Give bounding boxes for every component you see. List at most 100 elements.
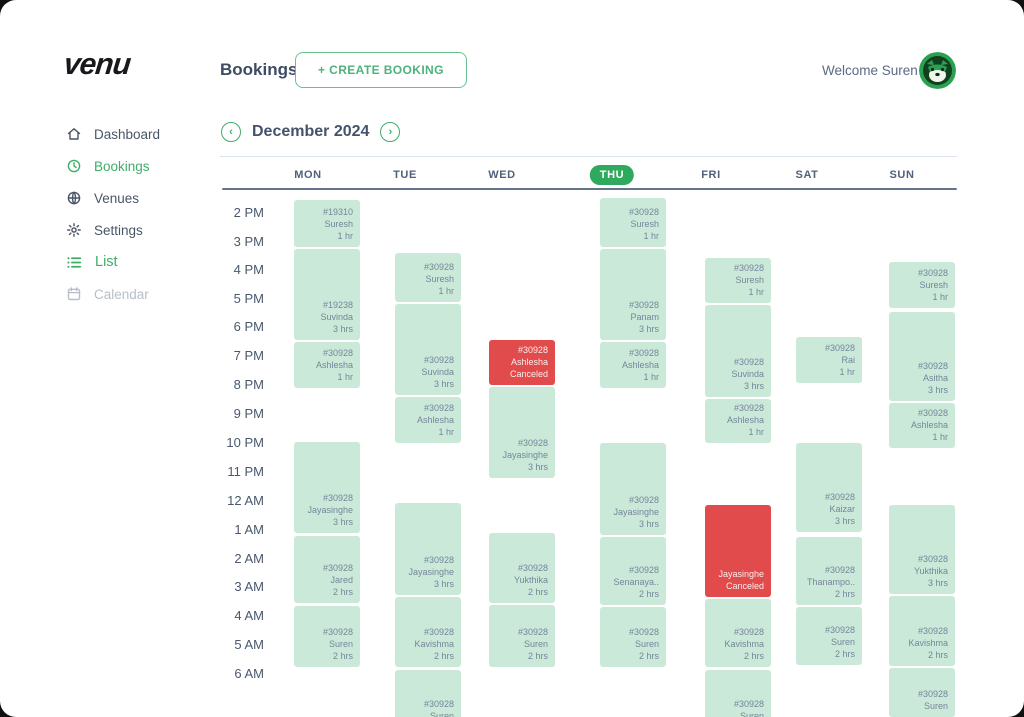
booking-line: Ashlesha — [726, 414, 764, 425]
booking-line: #30928 — [628, 347, 659, 358]
booking-block-fri[interactable]: #30928 Ashlesha 1 hr — [705, 399, 771, 443]
booking-block-mon[interactable]: #30928 Jayasinghe 3 hrs — [294, 442, 360, 533]
booking-line: Canceled — [725, 580, 764, 591]
booking-line: #30928 — [733, 356, 764, 367]
booking-block-wed[interactable]: #30928 Suren 2 hrs — [489, 605, 555, 667]
booking-block-thu[interactable]: #30928 Panam 3 hrs — [600, 249, 666, 340]
booking-line: #30928 — [423, 402, 454, 413]
booking-block-thu[interactable]: #30928 Jayasinghe 3 hrs — [600, 443, 666, 535]
weekday-sat[interactable]: SAT — [795, 169, 819, 181]
booking-block-mon[interactable]: #19238 Suvinda 3 hrs — [294, 249, 360, 340]
create-booking-button[interactable]: + CREATE BOOKING — [295, 52, 467, 88]
booking-line: #30928 — [917, 688, 948, 699]
sidebar-item-label: Venues — [94, 190, 140, 206]
booking-block-tue[interactable]: #30928 Ashlesha 1 hr — [395, 397, 461, 443]
booking-line: Asitha — [922, 372, 948, 383]
booking-line: Suren — [739, 710, 764, 717]
booking-line: Ashlesha — [315, 359, 353, 370]
booking-line: #30928 — [322, 562, 353, 573]
sidebar-item-settings[interactable]: Settings — [66, 214, 216, 246]
booking-line: #30928 — [628, 206, 659, 217]
booking-line: 2 hrs — [527, 650, 548, 661]
booking-line: 1 hr — [438, 285, 454, 296]
booking-line: Suvinda — [320, 311, 353, 322]
time-label: 5 AM — [234, 637, 264, 652]
gear-icon — [66, 222, 82, 238]
booking-line: Ashlesha — [621, 359, 659, 370]
sidebar-item-label: List — [95, 254, 118, 270]
time-label: 6 PM — [233, 319, 264, 334]
sidebar-item-bookings[interactable]: Bookings — [66, 150, 216, 182]
booking-line: Jayasinghe — [613, 506, 659, 517]
booking-block-fri[interactable]: #30928 Suvinda 3 hrs — [705, 305, 771, 397]
booking-line: #30928 — [423, 554, 454, 565]
booking-block-fri[interactable]: Jayasinghe Canceled — [705, 505, 771, 597]
booking-block-mon[interactable]: #30928 Jared 2 hrs — [294, 536, 360, 603]
booking-line: Kavishma — [414, 638, 454, 649]
header-divider — [220, 156, 957, 157]
booking-line: #30928 — [824, 342, 855, 353]
weekday-tue[interactable]: TUE — [393, 169, 417, 181]
booking-block-sat[interactable]: #30928 Suren 2 hrs — [796, 607, 862, 665]
home-icon — [66, 126, 82, 142]
prev-month-button[interactable]: ‹ — [221, 122, 241, 142]
booking-block-mon[interactable]: #30928 Suren 2 hrs — [294, 606, 360, 667]
booking-block-sat[interactable]: #30928 Thanampo.. 2 hrs — [796, 537, 862, 605]
weekday-fri[interactable]: FRI — [701, 169, 721, 181]
booking-block-tue[interactable]: #30928 Kavishma 2 hrs — [395, 597, 461, 667]
booking-block-tue[interactable]: #30928 Suren — [395, 670, 461, 717]
booking-block-sat[interactable]: #30928 Rai 1 hr — [796, 337, 862, 383]
booking-block-wed[interactable]: #30928 Jayasinghe 3 hrs — [489, 387, 555, 478]
booking-line: #19238 — [322, 299, 353, 310]
booking-block-fri[interactable]: #30928 Suresh 1 hr — [705, 258, 771, 303]
booking-block-mon[interactable]: #30928 Ashlesha 1 hr — [294, 342, 360, 388]
booking-block-thu[interactable]: #30928 Senanaya.. 2 hrs — [600, 537, 666, 605]
weekday-thu[interactable]: THU — [589, 165, 635, 185]
booking-line: Suren — [830, 636, 855, 647]
page-title: Bookings — [220, 60, 298, 79]
booking-block-sat[interactable]: #30928 Kaizar 3 hrs — [796, 443, 862, 532]
sidebar-item-list[interactable]: List — [66, 246, 216, 278]
clock-icon — [66, 158, 82, 174]
booking-block-sun[interactable]: #30928 Suresh 1 hr — [889, 262, 955, 308]
booking-block-wed[interactable]: #30928 Yukthika 2 hrs — [489, 533, 555, 603]
sidebar-item-calendar[interactable]: Calendar — [66, 278, 216, 310]
booking-block-thu[interactable]: #30928 Ashlesha 1 hr — [600, 342, 666, 388]
time-label: 2 AM — [234, 551, 264, 566]
booking-line: 2 hrs — [834, 648, 855, 659]
booking-block-tue[interactable]: #30928 Suvinda 3 hrs — [395, 304, 461, 395]
booking-block-tue[interactable]: #30928 Suresh 1 hr — [395, 253, 461, 302]
booking-line: #30928 — [423, 626, 454, 637]
weekday-mon[interactable]: MON — [294, 169, 322, 181]
booking-block-wed[interactable]: #30928 Ashlesha Canceled — [489, 340, 555, 385]
avatar[interactable] — [919, 52, 956, 89]
booking-block-sun[interactable]: #30928 Ashlesha 1 hr — [889, 403, 955, 448]
booking-line: #30928 — [733, 262, 764, 273]
booking-line: #30928 — [423, 698, 454, 709]
booking-block-sun[interactable]: #30928 Asitha 3 hrs — [889, 312, 955, 401]
month-label: December 2024 — [252, 123, 370, 140]
booking-block-sun[interactable]: #30928 Kavishma 2 hrs — [889, 596, 955, 666]
booking-block-fri[interactable]: #30928 Kavishma 2 hrs — [705, 599, 771, 667]
booking-line: #30928 — [824, 564, 855, 575]
weekday-wed[interactable]: WED — [488, 169, 516, 181]
booking-block-sun[interactable]: #30928 Yukthika 3 hrs — [889, 505, 955, 594]
booking-line: Suresh — [919, 279, 948, 290]
booking-line: 3 hrs — [332, 516, 353, 527]
weekday-sun[interactable]: SUN — [889, 169, 915, 181]
time-label: 11 PM — [227, 464, 264, 479]
booking-line: Suren — [634, 638, 659, 649]
booking-block-sun[interactable]: #30928 Suren — [889, 668, 955, 717]
sidebar-item-dashboard[interactable]: Dashboard — [66, 118, 216, 150]
sidebar-item-venues[interactable]: Venues — [66, 182, 216, 214]
booking-block-thu[interactable]: #30928 Suresh 1 hr — [600, 198, 666, 247]
booking-block-thu[interactable]: #30928 Suren 2 hrs — [600, 607, 666, 667]
booking-line: Kavishma — [908, 637, 948, 648]
booking-block-tue[interactable]: #30928 Jayasinghe 3 hrs — [395, 503, 461, 595]
next-month-button[interactable]: › — [380, 122, 401, 142]
booking-block-fri[interactable]: #30928 Suren — [705, 670, 771, 717]
booking-line: 3 hrs — [743, 380, 764, 391]
booking-block-mon[interactable]: #19310 Suresh 1 hr — [294, 200, 360, 247]
booking-line: 1 hr — [438, 426, 454, 437]
